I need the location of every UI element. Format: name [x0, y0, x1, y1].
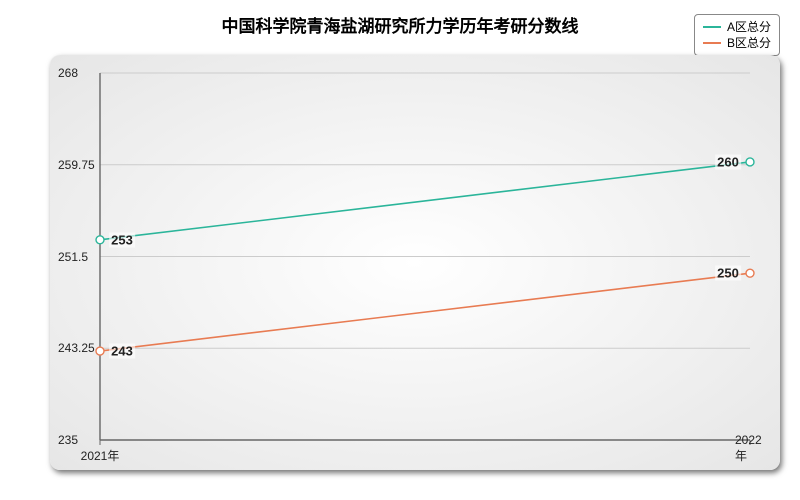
legend: A区总分 B区总分: [694, 14, 780, 56]
legend-label-a: A区总分: [727, 19, 771, 35]
y-tick-label: 268: [58, 66, 78, 80]
y-tick-label: 259.75: [58, 158, 95, 172]
data-label: 260: [715, 154, 741, 169]
chart-title: 中国科学院青海盐湖研究所力学历年考研分数线: [0, 12, 800, 37]
legend-item-b: B区总分: [703, 35, 771, 51]
plot-svg: [50, 55, 780, 470]
y-tick-label: 251.5: [58, 250, 88, 264]
y-tick-label: 235: [58, 433, 78, 447]
data-label: 243: [109, 344, 135, 359]
legend-label-b: B区总分: [727, 35, 771, 51]
plot-area: 235 243.25 251.5 259.75 268 2021年 2022年 253 260 2…: [50, 55, 780, 470]
data-label: 250: [715, 266, 741, 281]
x-tick-label: 2021年: [81, 447, 120, 464]
data-label: 253: [109, 232, 135, 247]
y-tick-label: 243.25: [58, 341, 95, 355]
legend-swatch-a: [703, 26, 721, 28]
legend-swatch-b: [703, 42, 721, 44]
x-tick-label: 2022年: [735, 433, 765, 464]
chart-container: 中国科学院青海盐湖研究所力学历年考研分数线 A区总分 B区总分 235 243.2…: [0, 0, 800, 500]
legend-item-a: A区总分: [703, 19, 771, 35]
